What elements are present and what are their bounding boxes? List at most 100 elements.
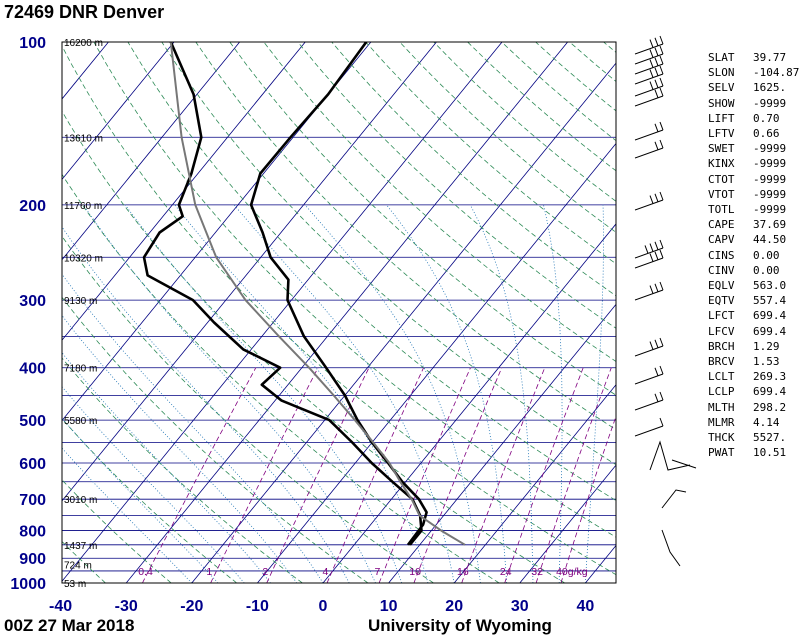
wind-barb-feather — [659, 417, 664, 427]
pressure-tick-label: 400 — [19, 361, 46, 378]
wind-barb-feather — [659, 391, 664, 401]
index-row: SELV 1625. — [708, 80, 799, 95]
wind-barb-feather — [654, 393, 659, 402]
wind-barb-feather — [654, 89, 659, 98]
temperature-tick-label: 40 — [577, 598, 595, 615]
isotherm-line — [125, 42, 568, 583]
index-name: EQTV — [708, 294, 735, 308]
wind-barb-feather — [659, 365, 664, 375]
mixing-ratio-line — [504, 367, 584, 583]
height-label: 7180 m — [64, 364, 97, 375]
index-name: SELV — [708, 81, 735, 95]
wind-barb-feather — [659, 35, 664, 45]
isotherm-line — [388, 303, 616, 583]
mixing-ratio-label: 32 — [531, 566, 543, 578]
wind-barb — [634, 85, 664, 97]
mixing-ratio-label: 7 — [375, 566, 381, 578]
wind-barb — [634, 53, 664, 65]
index-value: -9999 — [753, 96, 787, 110]
wind-barb-feather — [654, 283, 659, 292]
mixing-ratio-label: 4 — [323, 566, 329, 578]
index-name: LCLT — [708, 370, 735, 384]
wind-barb — [634, 129, 664, 141]
index-name: LIFT — [708, 111, 735, 125]
moist-adiabat — [62, 314, 298, 583]
index-row: CTOT -9999 — [708, 172, 799, 187]
index-row: KINX -9999 — [708, 156, 799, 171]
index-name: CINV — [708, 263, 735, 277]
height-label: 16200 m — [64, 38, 103, 49]
isotherm-line — [62, 42, 306, 341]
wind-barb — [634, 73, 664, 85]
index-name: MLTH — [708, 400, 735, 414]
wind-barb-feather — [659, 249, 664, 259]
index-value: 557.4 — [753, 294, 787, 308]
observation-time: 00Z 27 Mar 2018 — [4, 616, 135, 635]
isotherm-line — [257, 142, 616, 583]
index-row: LCLP 699.4 — [708, 384, 799, 399]
temperature-tick-label: 0 — [319, 598, 328, 615]
dewpoint-profile — [142, 42, 423, 546]
index-value: 699.4 — [753, 324, 787, 338]
wind-barb-feather — [654, 67, 659, 76]
temperature-tick-label: -30 — [115, 598, 138, 615]
isotherm-line — [62, 42, 503, 582]
index-name: CAPV — [708, 233, 735, 247]
wind-barb-feather — [659, 77, 664, 87]
mixing-ratio-label: 40g/kg — [556, 566, 588, 578]
pressure-tick-label: 800 — [19, 524, 46, 541]
index-row: CAPV 44.50 — [708, 232, 799, 247]
wind-barb-feather — [659, 65, 664, 75]
moist-adiabat — [469, 204, 534, 583]
index-value: 699.4 — [753, 309, 787, 323]
moist-adiabat — [543, 204, 563, 583]
index-value: 10.51 — [753, 446, 787, 460]
height-label: 5580 m — [64, 416, 97, 427]
mixing-ratio-line — [413, 367, 503, 583]
index-value: 37.69 — [753, 218, 787, 232]
wind-barb — [634, 247, 664, 259]
wind-barb — [634, 199, 664, 211]
index-value: 563.0 — [753, 279, 787, 293]
moist-adiabat — [386, 204, 508, 583]
index-name: SLON — [708, 66, 735, 80]
index-row: BRCV 1.53 — [708, 354, 799, 369]
pressure-tick-label: 900 — [19, 551, 46, 568]
index-name: EQLV — [708, 279, 735, 293]
index-name: CAPE — [708, 218, 735, 232]
pressure-tick-label: 1000 — [10, 576, 46, 593]
index-value: -9999 — [753, 142, 787, 156]
wind-barb — [634, 257, 664, 269]
index-row: CAPE 37.69 — [708, 217, 799, 232]
index-row: TOTL -9999 — [708, 202, 799, 217]
wind-barb-feather — [659, 191, 664, 201]
wind-barb-feather — [654, 367, 659, 376]
moist-adiabat — [62, 226, 350, 583]
mixing-ratio-label: 2 — [262, 566, 268, 578]
index-value: 1.53 — [753, 355, 780, 369]
index-name: BRCH — [708, 339, 735, 353]
index-name: SLAT — [708, 51, 735, 64]
wind-barb-feather — [649, 341, 654, 350]
wind-barb-feather — [654, 47, 659, 56]
index-row: THCK 5527. — [708, 430, 799, 445]
index-row: SLAT 39.77 — [708, 50, 799, 65]
pressure-tick-label: 200 — [19, 198, 46, 215]
wind-barb-feather — [654, 79, 659, 88]
moist-adiabat — [62, 352, 271, 583]
wind-barb-feather — [649, 49, 654, 58]
isotherm-line — [519, 464, 616, 583]
index-name: CTOT — [708, 172, 735, 186]
parcel-profile — [169, 42, 466, 546]
pressure-tick-label: 500 — [19, 413, 46, 430]
height-label: 724 m — [64, 561, 92, 572]
height-label: 9130 m — [64, 296, 97, 307]
mixing-ratio-label: 24 — [500, 566, 512, 578]
height-label: 13610 m — [64, 133, 103, 144]
wind-barb — [661, 489, 687, 509]
wind-barb-feather — [649, 69, 654, 78]
dry-adiabat — [62, 296, 369, 583]
wind-barb — [634, 289, 664, 301]
index-row: SWET -9999 — [708, 141, 799, 156]
